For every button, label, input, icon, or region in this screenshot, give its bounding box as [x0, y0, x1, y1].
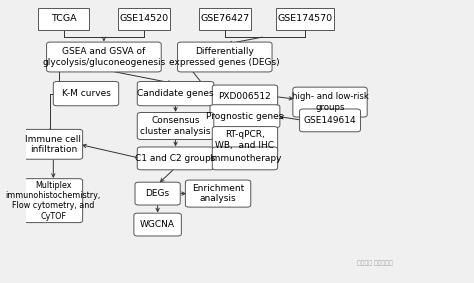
- Text: 公众知乎 您伴锁健缓: 公众知乎 您伴锁健缓: [357, 261, 392, 266]
- Text: K-M curves: K-M curves: [62, 89, 110, 98]
- FancyBboxPatch shape: [137, 82, 214, 106]
- Text: Consensus
cluster analysis: Consensus cluster analysis: [140, 116, 211, 136]
- FancyBboxPatch shape: [137, 147, 214, 170]
- Text: GSE149614: GSE149614: [304, 116, 356, 125]
- FancyBboxPatch shape: [210, 105, 280, 128]
- FancyBboxPatch shape: [178, 42, 272, 72]
- FancyBboxPatch shape: [134, 213, 182, 236]
- FancyBboxPatch shape: [53, 82, 118, 106]
- Text: Multiplex
immunohistochemistry,
Flow cytometry, and
CyTOF: Multiplex immunohistochemistry, Flow cyt…: [6, 181, 101, 221]
- Text: Enrichment
analysis: Enrichment analysis: [192, 184, 244, 203]
- FancyBboxPatch shape: [212, 85, 278, 108]
- Text: GSE14520: GSE14520: [119, 14, 169, 23]
- FancyBboxPatch shape: [24, 179, 82, 223]
- FancyBboxPatch shape: [212, 127, 278, 154]
- FancyBboxPatch shape: [118, 8, 170, 29]
- FancyBboxPatch shape: [199, 8, 251, 29]
- Text: C1 and C2 groups: C1 and C2 groups: [136, 154, 216, 163]
- Text: GSEA and GSVA of
glycolysis/gluconeogenesis: GSEA and GSVA of glycolysis/gluconeogene…: [42, 47, 165, 67]
- Text: DEGs: DEGs: [146, 189, 170, 198]
- Text: high- and low-risk
groups: high- and low-risk groups: [292, 92, 368, 112]
- Text: Candidate genes: Candidate genes: [137, 89, 214, 98]
- Text: GSE174570: GSE174570: [278, 14, 333, 23]
- Text: WGCNA: WGCNA: [140, 220, 175, 229]
- FancyBboxPatch shape: [135, 182, 180, 205]
- Text: PXD006512: PXD006512: [219, 92, 271, 101]
- Text: RT-qPCR,
WB,  and IHC: RT-qPCR, WB, and IHC: [216, 130, 274, 150]
- Text: Immunotherapy: Immunotherapy: [209, 154, 281, 163]
- FancyBboxPatch shape: [300, 109, 360, 132]
- FancyBboxPatch shape: [276, 8, 335, 29]
- Text: GSE76427: GSE76427: [200, 14, 249, 23]
- FancyBboxPatch shape: [293, 87, 367, 117]
- FancyBboxPatch shape: [46, 42, 161, 72]
- Text: TCGA: TCGA: [51, 14, 76, 23]
- FancyBboxPatch shape: [24, 129, 82, 159]
- Text: Prognostic genes: Prognostic genes: [206, 112, 283, 121]
- FancyBboxPatch shape: [185, 180, 251, 207]
- FancyBboxPatch shape: [137, 113, 214, 140]
- FancyBboxPatch shape: [212, 147, 278, 170]
- Text: Differentially
expressed genes (DEGs): Differentially expressed genes (DEGs): [170, 47, 280, 67]
- FancyBboxPatch shape: [38, 8, 90, 29]
- Text: Immune cell
infiltration: Immune cell infiltration: [25, 135, 82, 154]
